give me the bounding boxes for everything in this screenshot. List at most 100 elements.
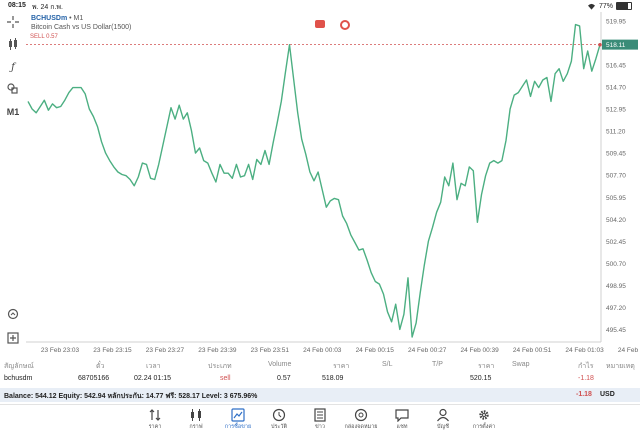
x-tick-label: 24 Feb 00:27 [408, 347, 447, 354]
col-volume: Volume [268, 361, 292, 368]
clock: 08:15 [8, 2, 26, 9]
balance-bar: Balance: 544.12 Equity: 542.94 หลักประกั… [0, 388, 640, 402]
trade-chart-icon [231, 408, 245, 422]
tab-history[interactable]: ประวัติ [257, 408, 301, 438]
balance-text: Balance: 544.12 Equity: 542.94 หลักประกั… [4, 393, 258, 400]
price-series-line [27, 23, 601, 338]
wifi-icon [587, 3, 595, 10]
function-icon[interactable]: ƒ [11, 62, 15, 73]
one-click-trade-icon[interactable] [315, 20, 325, 28]
col-symbol: สัญลักษณ์ [4, 363, 34, 370]
x-tick-label: 24 Feb 01:15 [618, 347, 640, 354]
zoom-icon[interactable] [3, 308, 23, 324]
tab-chart[interactable]: กราฟ [174, 408, 218, 438]
row-price: 520.15 [470, 375, 492, 382]
tab-settings[interactable]: การตั้งค่า [462, 408, 506, 438]
col-price: ราคา [333, 363, 350, 370]
col-type: ประเภท [208, 363, 232, 370]
row-profit: -1.18 [578, 375, 594, 382]
status-bar: 08:15 พ. 24 ก.พ. 77% [0, 0, 640, 12]
tab-label: บัญชี [437, 424, 449, 430]
col-comment: หมายเหตุ [606, 363, 635, 370]
tab-quotes[interactable]: ราคา [133, 408, 177, 438]
y-tick-label: 519.95 [606, 18, 626, 25]
objects-icon[interactable] [3, 82, 23, 98]
tab-label: การตั้งค่า [472, 424, 496, 430]
chat-bubble-icon [395, 409, 409, 422]
y-tick-label: 512.95 [606, 107, 626, 114]
current-price-label: 518.11 [606, 42, 626, 49]
settings-gear-icon [479, 410, 489, 420]
news-icon [314, 408, 326, 422]
account-user-icon [437, 408, 449, 422]
y-tick-label: 504.20 [606, 217, 626, 224]
tab-label: กราฟ [189, 424, 203, 430]
tab-label: กล่องจดหมาย [344, 424, 378, 430]
y-tick-label: 505.95 [606, 195, 626, 202]
y-tick-label: 516.45 [606, 63, 626, 70]
symbol-description: Bitcoin Cash vs US Dollar(1500) [31, 24, 132, 31]
mailbox-at-icon [354, 408, 368, 422]
tab-label: ข่าว [315, 424, 325, 430]
x-tick-label: 24 Feb 01:03 [565, 347, 604, 354]
y-tick-label: 507.70 [606, 173, 626, 180]
crosshair-icon[interactable] [3, 16, 23, 32]
arrows-updown-icon [149, 409, 161, 421]
x-tick-label: 23 Feb 23:03 [41, 347, 80, 354]
col-profit: กำไร [578, 363, 594, 370]
battery-icon [616, 2, 632, 10]
row-time: 02.24 01:15 [134, 375, 171, 382]
row-open-price: 518.09 [322, 375, 344, 382]
tab-account[interactable]: บัญชี [421, 408, 465, 438]
tab-label: แชท [396, 424, 408, 430]
col-ticket: ตั๋ว [96, 363, 105, 370]
price-chart[interactable]: 519.95 516.45 514.70 512.95 511.20 509.45 507.… [26, 12, 640, 357]
y-tick-label: 498.95 [606, 283, 626, 290]
tab-label: การซื้อขาย [224, 424, 252, 430]
currency: USD [600, 391, 615, 398]
battery-level [617, 3, 628, 9]
chart-header: BCHUSDm • M1 Bitcoin Cash vs US Dollar(1… [31, 14, 131, 32]
tab-news[interactable]: ข่าว [298, 408, 342, 438]
tab-mailbox[interactable]: กล่องจดหมาย [339, 408, 383, 438]
tab-label: ประวัติ [270, 424, 288, 430]
y-tick-label: 511.20 [606, 129, 626, 136]
trade-table-header: สัญลักษณ์ ตั๋ว เวลา ประเภท Volume ราคา S… [0, 358, 640, 372]
row-ticket: 68705166 [78, 375, 110, 382]
total-profit: -1.18 [576, 391, 592, 398]
table-row[interactable]: bchusdm 68705166 02.24 01:15 sell 0.57 5… [0, 372, 640, 386]
chart-candles-icon [191, 409, 201, 421]
tab-trade[interactable]: การซื้อขาย [216, 408, 260, 438]
row-volume: 0.57 [277, 375, 291, 382]
timeframe-label: • M1 [69, 15, 84, 22]
y-tick-label: 497.20 [606, 305, 626, 312]
col-swap: Swap [512, 361, 530, 368]
y-tick-label: 500.70 [606, 261, 626, 268]
row-symbol: bchusdm [4, 375, 33, 382]
x-tick-label: 24 Feb 00:03 [303, 347, 342, 354]
x-tick-label: 24 Feb 00:51 [513, 347, 552, 354]
col-tp: T/P [432, 361, 443, 368]
x-tick-label: 24 Feb 00:15 [356, 347, 395, 354]
current-price-tag [602, 39, 638, 50]
y-tick-label: 509.45 [606, 151, 626, 158]
timeframe-button[interactable]: M1 [6, 107, 20, 117]
signal-icon[interactable] [340, 20, 350, 30]
indicators-icon[interactable] [3, 38, 23, 54]
x-tick-label: 24 Feb 00:39 [460, 347, 499, 354]
tab-label: ราคา [148, 424, 162, 430]
sell-order-label: SELL 0.57 [30, 34, 58, 40]
x-tick-label: 23 Feb 23:27 [146, 347, 185, 354]
symbol-label: BCHUSDm [31, 15, 68, 22]
chart-toolbar: ƒ M1 [0, 14, 26, 354]
status-right: 77% [587, 2, 632, 10]
date: พ. 24 ก.พ. [32, 4, 63, 11]
col-time: เวลา [146, 363, 161, 370]
col-current-price: ราคา [478, 363, 495, 370]
x-tick-label: 23 Feb 23:39 [198, 347, 237, 354]
add-order-icon[interactable] [3, 332, 23, 348]
tab-chat[interactable]: แชท [380, 408, 424, 438]
y-tick-label: 514.70 [606, 85, 626, 92]
x-tick-label: 23 Feb 23:15 [93, 347, 132, 354]
bottom-tab-bar: ราคา กราฟ การซื้อขาย ประวัติ ข่าว กล่องจ… [0, 404, 640, 448]
